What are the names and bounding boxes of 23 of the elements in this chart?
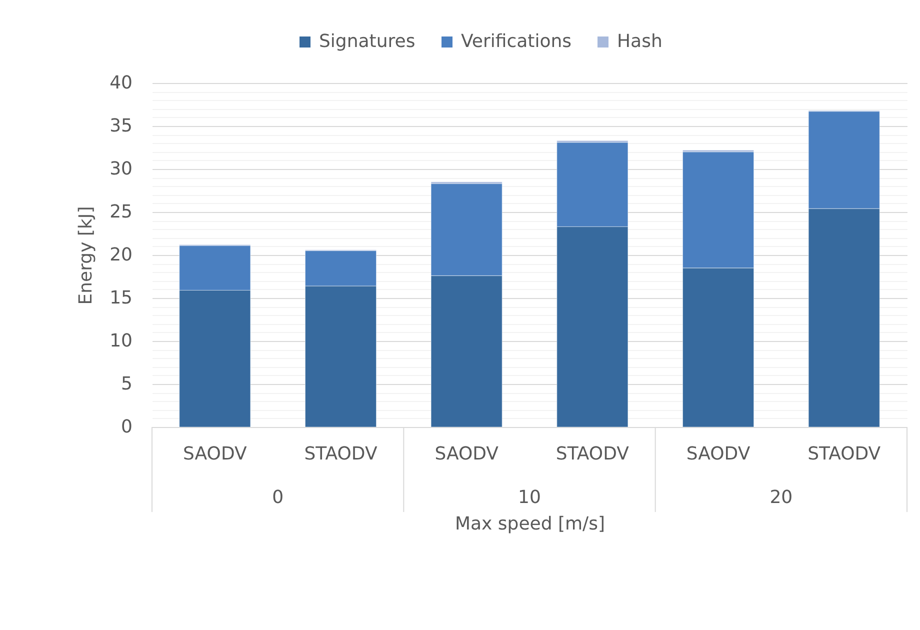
y-tick-label: 40 [110,72,132,94]
x-axis-title: Max speed [m/s] [454,514,606,534]
legend-label: Signatures [319,31,416,52]
x-tick-label: SAODV [183,444,248,464]
legend-label: Hash [617,31,662,52]
x-tick-label: STAODV [808,444,882,464]
y-tick-label: 30 [110,158,132,180]
y-tick-label: 10 [110,330,132,352]
y-tick-label: 0 [121,416,132,438]
legend-label: Verifications [461,31,572,52]
x-tick-label: SAODV [686,444,751,464]
text: 0 [272,487,284,508]
x-tick-label: STAODV [304,444,378,464]
y-tick-label: 15 [110,288,132,308]
text: 20 [770,487,793,508]
x-tick-label: STAODV [556,444,630,464]
y-tick-label: 35 [110,116,132,136]
y-tick-label: 25 [110,202,132,222]
y-axis-title: Energy [kJ] [76,206,97,305]
y-tick-label: 20 [110,244,132,266]
text: 10 [518,487,541,508]
y-tick-label: 5 [121,374,132,394]
x-tick-label: SAODV [434,444,500,464]
